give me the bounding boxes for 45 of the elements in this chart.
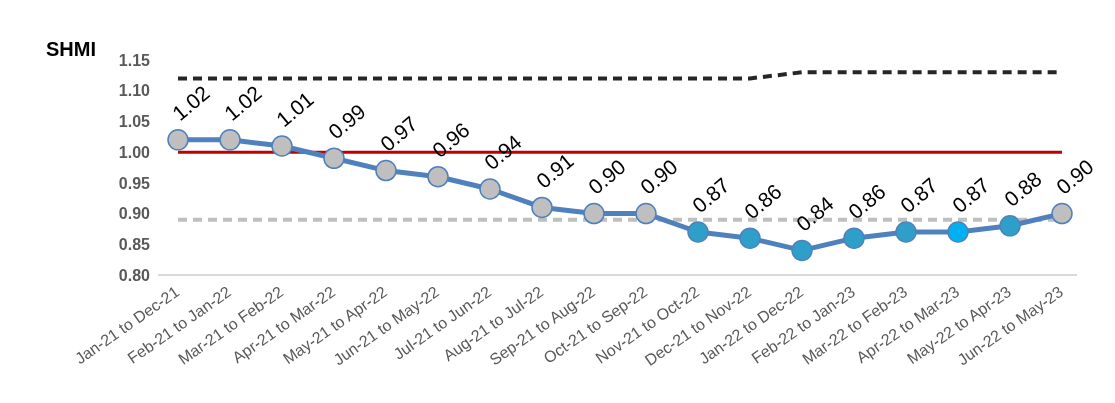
point <box>375 159 397 182</box>
point <box>947 221 969 243</box>
data-label: 0.87 <box>687 173 734 218</box>
data-label: 0.86 <box>843 179 890 224</box>
data-label: 0.91 <box>531 148 578 193</box>
data-label: 0.86 <box>739 179 786 224</box>
point <box>271 135 293 157</box>
y-tick-label: 0.80 <box>118 266 151 284</box>
data-label: 0.90 <box>635 154 682 199</box>
point <box>531 196 553 219</box>
y-tick-label: 1.00 <box>118 143 151 161</box>
point <box>583 202 605 225</box>
data-label: 0.90 <box>583 154 630 199</box>
y-tick-label: 1.15 <box>118 51 151 69</box>
point <box>219 129 241 151</box>
data-label: 0.88 <box>999 167 1046 211</box>
y-tick-label: 0.90 <box>118 205 151 223</box>
y-tick-label: 1.10 <box>118 82 151 100</box>
data-label: 0.90 <box>1051 154 1098 199</box>
point <box>895 221 917 243</box>
point <box>843 227 865 249</box>
data-label: 1.01 <box>271 87 318 132</box>
y-tick-label: 0.95 <box>118 174 151 192</box>
y-tick-label: 0.85 <box>118 235 151 253</box>
data-label: 0.99 <box>323 99 370 144</box>
data-label: 1.02 <box>219 81 266 125</box>
point <box>635 202 657 225</box>
point <box>687 221 709 243</box>
point <box>323 147 345 170</box>
point <box>167 129 189 151</box>
y-axis-title: SHMI <box>46 38 96 60</box>
data-label: 0.97 <box>375 111 422 156</box>
point <box>791 239 813 262</box>
data-label: 0.87 <box>947 173 994 218</box>
data-label: 0.94 <box>479 129 527 175</box>
point <box>479 178 501 200</box>
point <box>427 165 449 188</box>
point <box>739 227 761 249</box>
data-label: 0.87 <box>895 173 942 218</box>
data-label: 0.96 <box>427 117 474 162</box>
y-tick-label: 1.05 <box>118 113 151 131</box>
data-label: 0.84 <box>791 191 839 236</box>
point <box>1051 202 1073 225</box>
point <box>999 215 1021 237</box>
data-label: 1.02 <box>167 81 214 125</box>
